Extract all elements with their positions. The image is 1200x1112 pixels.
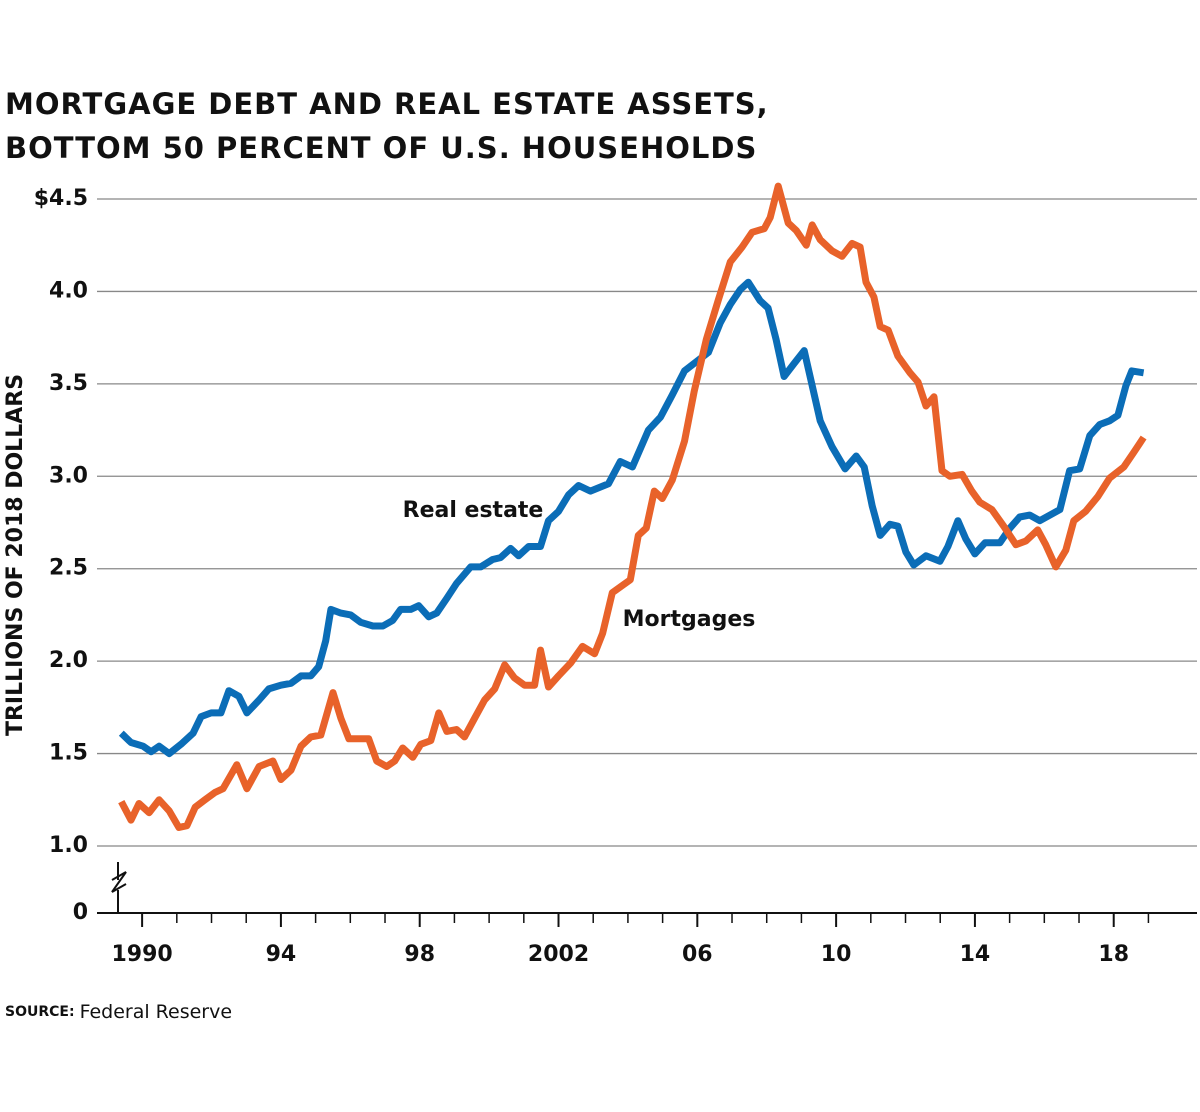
- x-tick-label: 98: [404, 942, 435, 967]
- source: SOURCE: Federal Reserve: [5, 1001, 232, 1023]
- series-line: [118, 182, 1147, 831]
- y-tick-label: 3.0: [49, 463, 88, 488]
- x-tick-label: 06: [682, 942, 713, 967]
- series-line: [118, 278, 1145, 758]
- series-label: Real estate: [403, 498, 544, 523]
- y-tick-label: 4.0: [49, 278, 88, 303]
- axis-break: [111, 871, 127, 893]
- chart-title: MORTGAGE DEBT AND REAL ESTATE ASSETS,: [5, 87, 769, 121]
- y-axis-label: TRILLIONS OF 2018 DOLLARS: [3, 374, 28, 736]
- y-tick-label: 3.5: [49, 371, 88, 396]
- source-text: Federal Reserve: [80, 1001, 232, 1023]
- source-label: SOURCE:: [5, 1004, 75, 1020]
- x-tick-label: 10: [821, 942, 852, 967]
- y-tick-label: 1.5: [49, 741, 88, 766]
- y-tick-label: $4.5: [34, 186, 88, 211]
- y-tick-label: 1.0: [49, 833, 88, 858]
- y-tick-label: 0: [73, 900, 88, 925]
- y-tick-label: 2.5: [49, 556, 88, 581]
- x-tick-label: 14: [960, 942, 991, 967]
- series-label: Mortgages: [623, 607, 756, 632]
- y-tick-label: 2.0: [49, 648, 88, 673]
- x-tick-label: 2002: [528, 942, 589, 967]
- x-tick-label: 94: [266, 942, 297, 967]
- x-tick-label: 18: [1098, 942, 1129, 967]
- x-tick-label: 1990: [111, 942, 172, 967]
- chart-title: BOTTOM 50 PERCENT OF U.S. HOUSEHOLDS: [5, 131, 757, 165]
